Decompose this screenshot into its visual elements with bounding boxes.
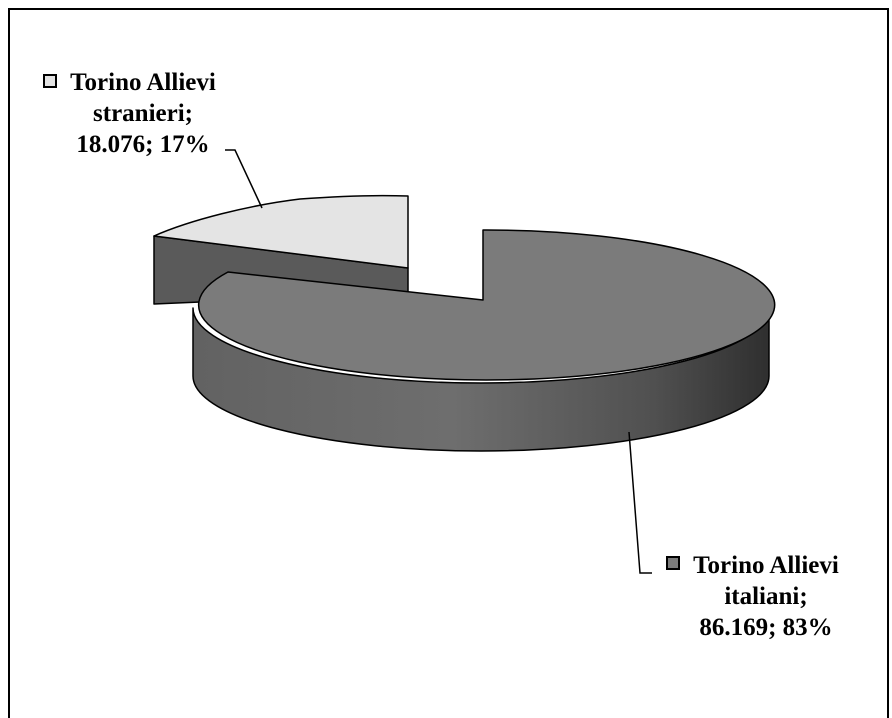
slice-italiani-side [192, 307, 770, 452]
data-label-italiani-line-1: Torino Allievi [693, 552, 839, 579]
data-label-italiani: Torino Allievi italiani; 86.169; 83% [666, 552, 839, 641]
leader-line-stranieri [225, 149, 263, 209]
data-label-stranieri-line-1: Torino Allievi [70, 69, 216, 96]
slice-italiani-top [197, 229, 776, 381]
slice-stranieri-top [153, 194, 409, 269]
data-label-stranieri-line-3: 18.076; 17% [76, 131, 209, 158]
data-label-italiani-line-3: 86.169; 83% [699, 614, 832, 641]
slice-italiani-3d [192, 229, 776, 452]
data-label-stranieri-line-2: stranieri; [93, 100, 193, 127]
data-label-stranieri: Torino Allievi stranieri; 18.076; 17% [43, 69, 216, 158]
legend-key-italiani [666, 556, 680, 570]
leader-line-italiani [628, 431, 652, 574]
legend-key-stranieri [43, 74, 57, 88]
data-label-italiani-line-2: italiani; [724, 583, 807, 610]
